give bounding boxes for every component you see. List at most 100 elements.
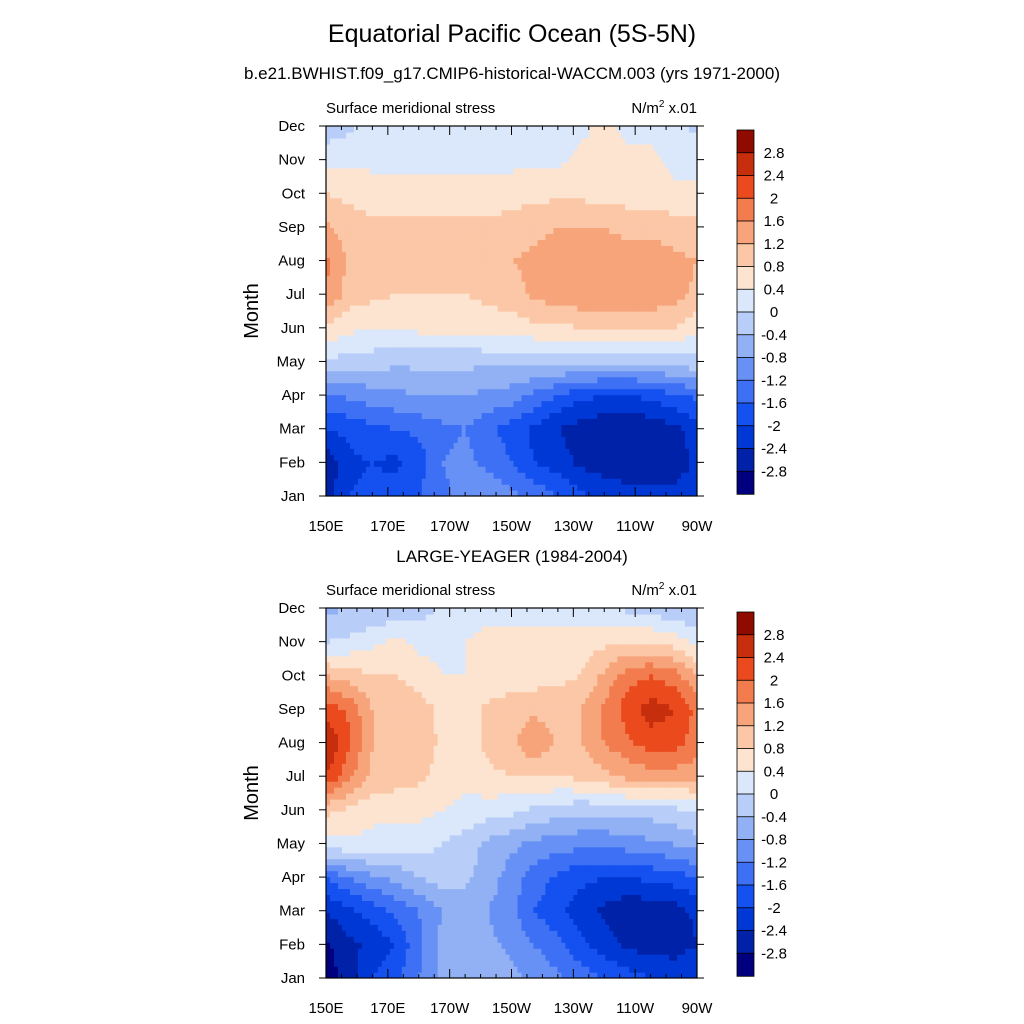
contour-cell bbox=[533, 424, 539, 431]
contour-cell bbox=[465, 334, 471, 342]
contour-cell bbox=[461, 197, 467, 205]
contour-cell bbox=[513, 191, 519, 199]
contour-cell bbox=[593, 203, 598, 211]
contour-cell bbox=[533, 328, 539, 336]
contour-cell bbox=[521, 424, 527, 431]
contour-cell bbox=[665, 436, 670, 443]
contour-cell bbox=[677, 472, 682, 479]
contour-cell bbox=[397, 179, 403, 187]
contour-cell bbox=[613, 412, 618, 420]
contour-cell bbox=[417, 346, 423, 354]
contour-cell bbox=[517, 299, 523, 306]
contour-cell bbox=[677, 311, 682, 318]
contour-cell bbox=[581, 245, 586, 252]
contour-cell bbox=[669, 197, 674, 205]
contour-cell bbox=[549, 418, 554, 425]
contour-cell bbox=[537, 466, 543, 473]
contour-cell bbox=[393, 227, 399, 235]
contour-cell bbox=[326, 203, 331, 211]
contour-cell bbox=[509, 197, 515, 205]
contour-cell bbox=[353, 239, 359, 246]
contour-cell bbox=[389, 376, 395, 384]
contour-cell bbox=[477, 275, 483, 282]
contour-cell bbox=[669, 394, 674, 402]
contour-cell bbox=[357, 245, 363, 252]
contour-cell bbox=[641, 448, 646, 455]
contour-cell bbox=[657, 179, 662, 187]
contour-cell bbox=[489, 400, 495, 408]
contour-cell bbox=[481, 370, 487, 378]
contour-cell bbox=[589, 227, 594, 235]
contour-cell bbox=[453, 322, 459, 330]
contour-cell bbox=[437, 287, 443, 294]
contour-cell bbox=[641, 316, 646, 324]
contour-cell bbox=[357, 334, 363, 342]
contour-cell bbox=[557, 281, 562, 288]
contour-cell bbox=[669, 293, 674, 300]
contour-cell bbox=[589, 412, 594, 420]
contour-cell bbox=[601, 233, 606, 240]
contour-cell bbox=[525, 382, 531, 390]
contour-cell bbox=[377, 418, 383, 425]
contour-cell bbox=[617, 370, 622, 378]
contour-cell bbox=[469, 442, 475, 449]
contour-cell bbox=[473, 263, 479, 270]
contour-cell bbox=[341, 227, 347, 235]
contour-cell bbox=[653, 466, 658, 473]
contour-cell bbox=[405, 215, 411, 223]
contour-cell bbox=[537, 346, 543, 354]
contour-cell bbox=[601, 293, 606, 300]
contour-cell bbox=[689, 424, 694, 431]
contour-cell bbox=[557, 179, 562, 187]
contour-cell bbox=[469, 340, 475, 348]
contour-cell bbox=[361, 334, 367, 342]
contour-cell bbox=[485, 442, 491, 449]
contour-cell bbox=[433, 185, 439, 193]
contour-cell bbox=[689, 460, 694, 467]
contour-cell bbox=[617, 251, 622, 258]
contour-cell bbox=[685, 466, 690, 473]
contour-cell bbox=[561, 454, 566, 461]
contour-cell bbox=[457, 472, 463, 479]
contour-cell bbox=[573, 203, 578, 211]
contour-cell bbox=[621, 406, 626, 414]
contour-cell bbox=[509, 346, 515, 354]
contour-cell bbox=[617, 352, 622, 360]
contour-cell bbox=[577, 334, 582, 342]
contour-cell bbox=[657, 466, 662, 473]
contour-cell bbox=[485, 358, 491, 366]
contour-cell bbox=[649, 221, 654, 229]
contour-cell bbox=[585, 394, 590, 402]
contour-cell bbox=[461, 185, 467, 193]
contour-cell bbox=[457, 322, 463, 330]
contour-cell bbox=[553, 388, 558, 396]
contour-cell bbox=[657, 233, 662, 240]
contour-cell bbox=[629, 299, 634, 306]
contour-cell bbox=[461, 448, 467, 455]
contour-cell bbox=[505, 239, 511, 246]
contour-cell bbox=[333, 245, 339, 252]
contour-cell bbox=[577, 275, 582, 282]
contour-cell bbox=[409, 227, 415, 235]
contour-cell bbox=[649, 293, 654, 300]
contour-cell bbox=[341, 430, 347, 437]
contour-cell bbox=[381, 376, 387, 384]
contour-cell bbox=[389, 418, 395, 425]
contour-cell bbox=[489, 281, 495, 288]
contour-cell bbox=[633, 478, 638, 485]
contour-cell bbox=[349, 215, 355, 223]
contour-cell bbox=[645, 257, 650, 264]
contour-cell bbox=[373, 233, 379, 240]
contour-cell bbox=[345, 490, 351, 496]
contour-cell bbox=[541, 466, 547, 473]
contour-cell bbox=[329, 245, 335, 252]
contour-cell bbox=[433, 328, 439, 336]
contour-cell bbox=[517, 191, 523, 199]
contour-cell bbox=[425, 233, 431, 240]
contour-cell bbox=[369, 466, 375, 473]
contour-cell bbox=[401, 322, 407, 330]
contour-cell bbox=[369, 352, 375, 360]
contour-cell bbox=[353, 197, 359, 205]
contour-cell bbox=[393, 328, 399, 336]
contour-cell bbox=[369, 245, 375, 252]
